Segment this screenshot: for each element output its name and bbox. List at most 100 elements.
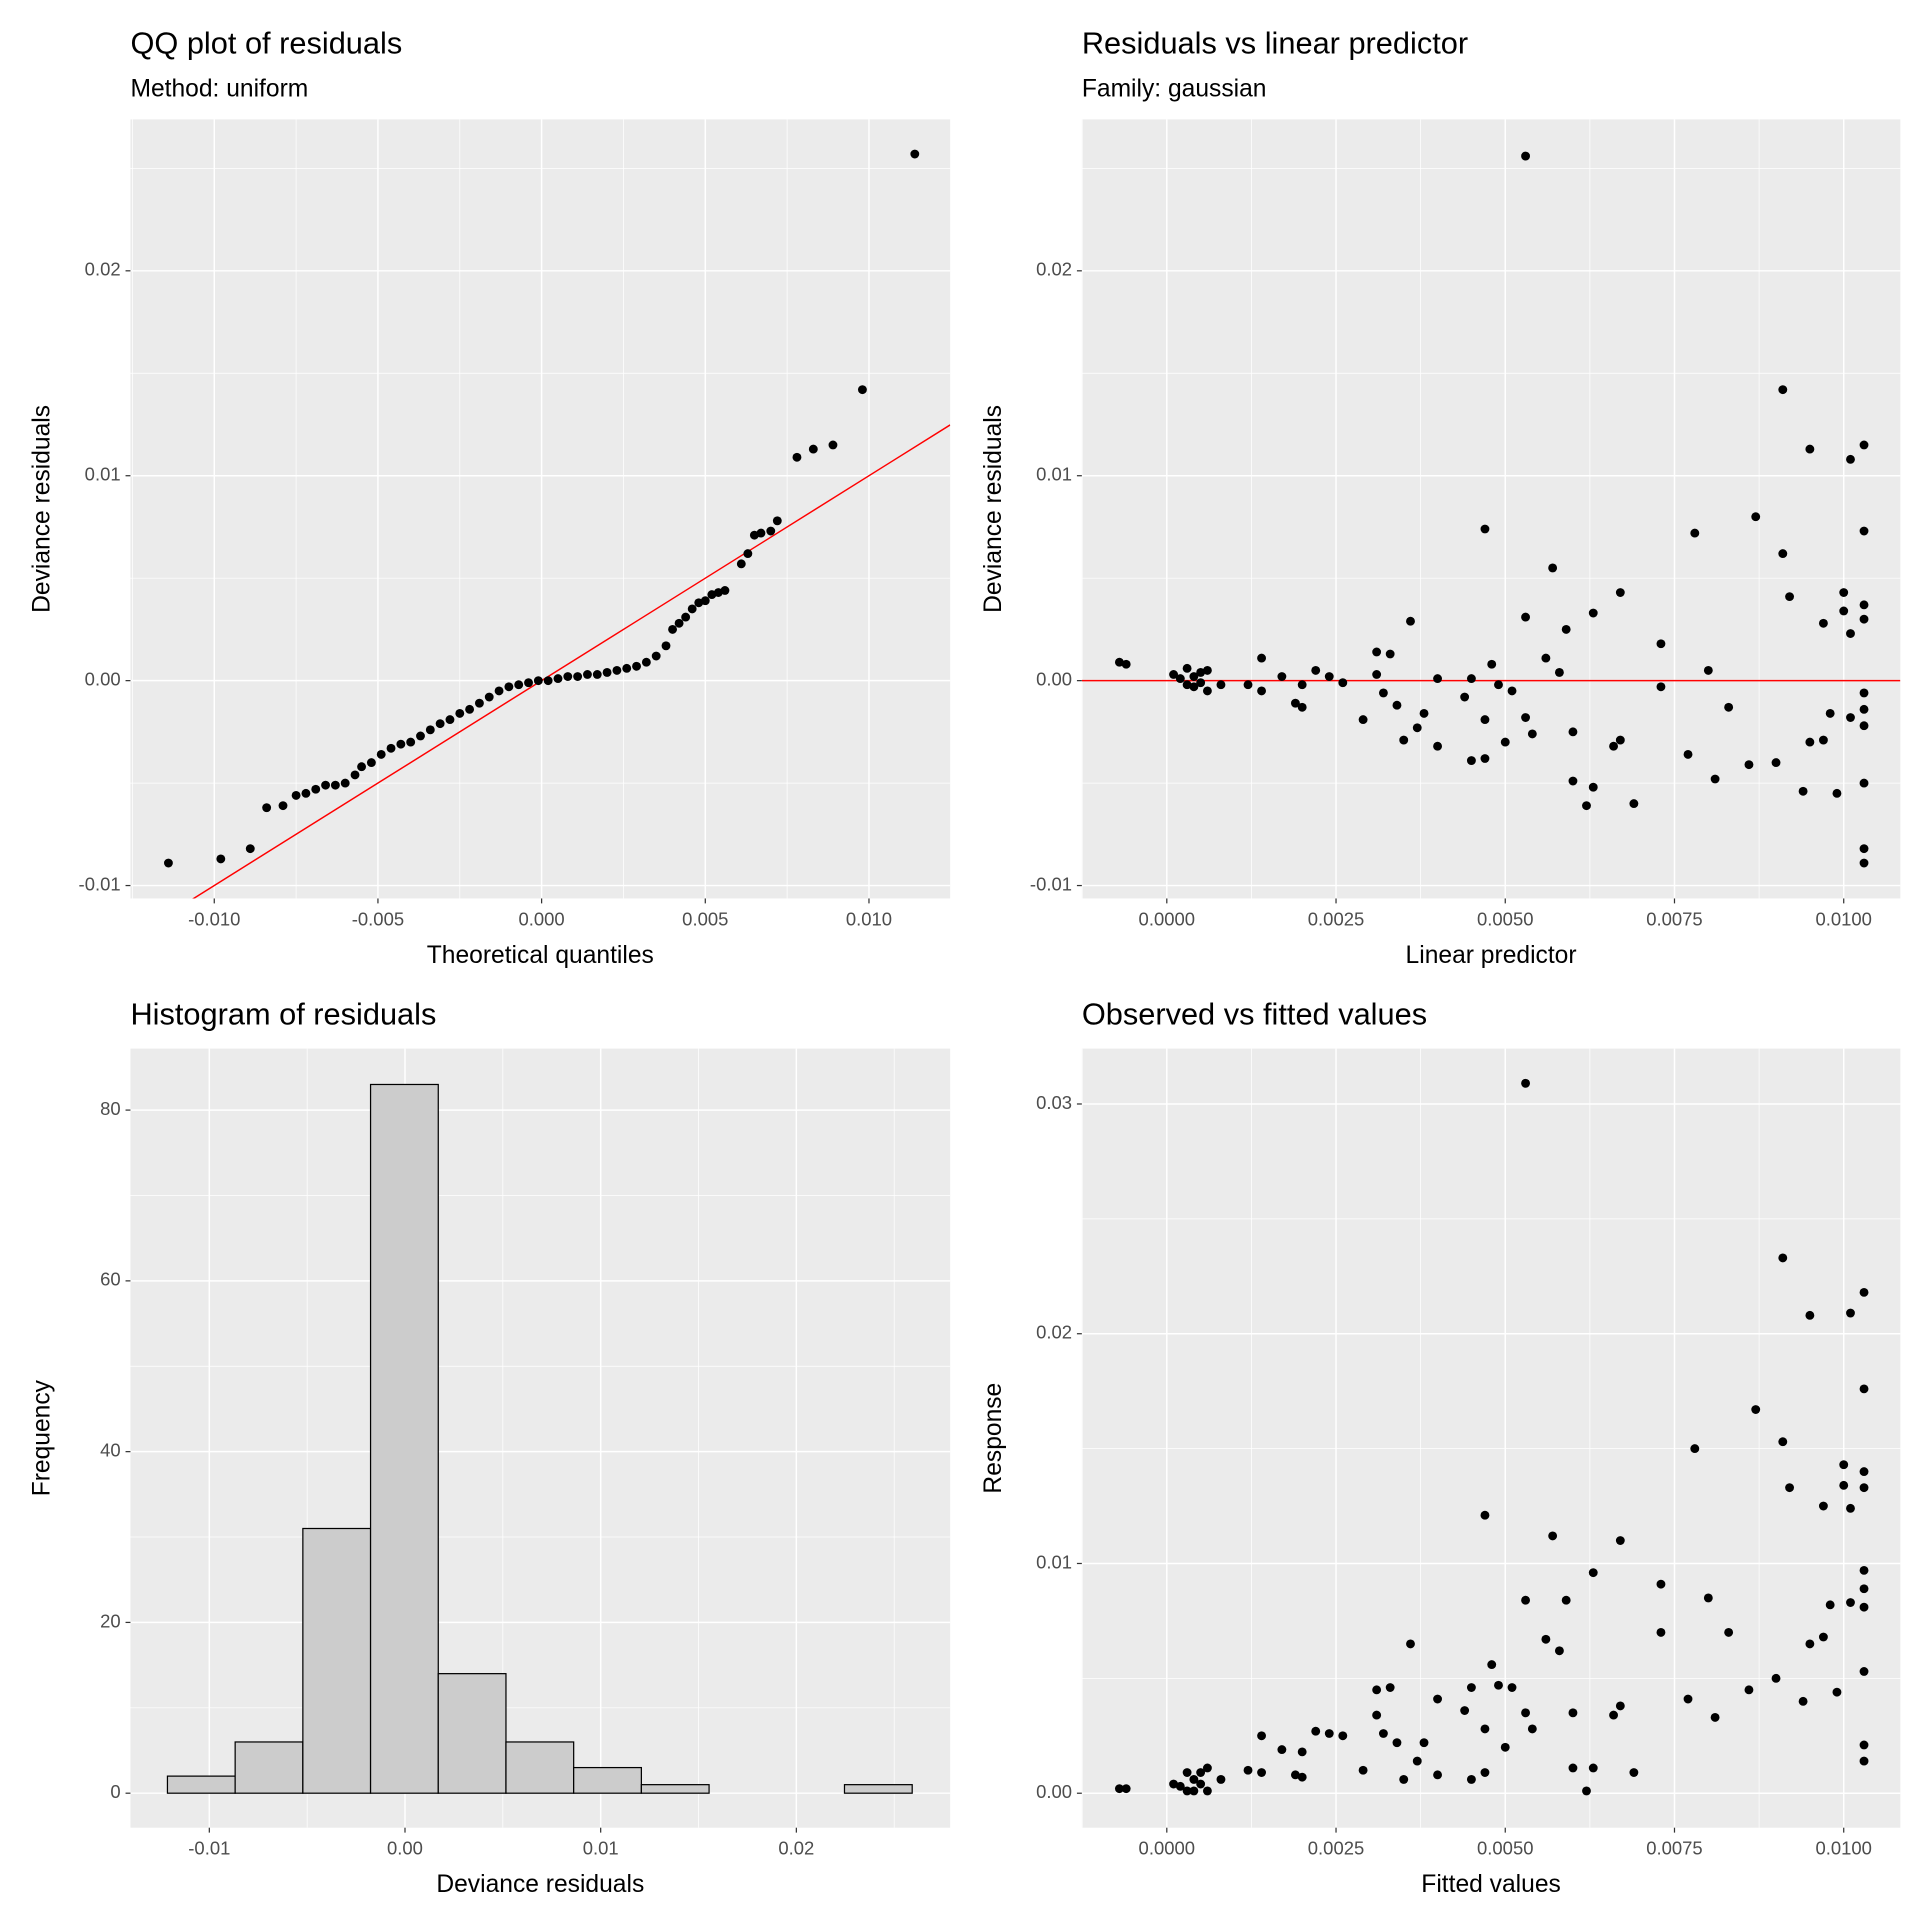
point: [592, 670, 602, 679]
point: [756, 528, 766, 538]
point: [1297, 680, 1307, 690]
point: [1568, 1708, 1578, 1718]
x-tick-label: 0.0100: [1815, 908, 1871, 929]
point: [1859, 1584, 1869, 1594]
y-tick-label: 80: [100, 1098, 121, 1119]
y-tick-label: 0.01: [1036, 464, 1072, 485]
point: [1500, 737, 1510, 747]
point: [1846, 713, 1855, 722]
point: [291, 790, 301, 800]
point: [1480, 1510, 1490, 1520]
point: [1521, 1595, 1530, 1605]
point: [1521, 612, 1530, 622]
point: [1805, 1310, 1815, 1320]
point: [1710, 1712, 1720, 1722]
point: [1846, 454, 1855, 464]
point: [1859, 1384, 1869, 1394]
point: [1541, 653, 1551, 663]
plot-area: [1081, 151, 1901, 868]
point: [1202, 1786, 1212, 1796]
point: [1385, 649, 1395, 659]
y-tick-label: 60: [100, 1269, 121, 1290]
point: [245, 844, 255, 854]
point: [1771, 1673, 1781, 1683]
x-axis-title: Theoretical quantiles: [427, 942, 654, 969]
y-axis-title: Deviance residuals: [980, 405, 1007, 613]
point: [474, 698, 484, 708]
point: [792, 452, 802, 462]
point: [1257, 1768, 1266, 1777]
point: [1703, 665, 1713, 675]
point: [278, 801, 288, 811]
bar: [302, 1527, 372, 1794]
y-tick-label: 0.00: [1036, 1781, 1072, 1802]
bar: [573, 1766, 642, 1794]
y-tick-label: 0.02: [1036, 1322, 1072, 1343]
point: [1385, 1683, 1395, 1692]
point: [1189, 682, 1199, 692]
bar: [505, 1741, 575, 1794]
point: [1859, 688, 1869, 698]
x-tick-label: 0.0100: [1815, 1838, 1871, 1859]
point: [1656, 639, 1666, 649]
point: [1399, 735, 1409, 745]
point: [1724, 1627, 1734, 1637]
point: [1216, 680, 1226, 690]
point: [1690, 528, 1700, 538]
point: [1548, 563, 1558, 573]
point: [1582, 1786, 1591, 1796]
point: [1311, 665, 1321, 675]
point: [1297, 1747, 1307, 1757]
point: [1189, 1786, 1199, 1796]
y-tick-label: 0: [110, 1781, 120, 1802]
point: [1859, 1756, 1869, 1766]
point: [435, 719, 445, 729]
point: [857, 385, 867, 395]
x-axis-title: Fitted values: [1421, 1871, 1561, 1898]
point: [1798, 1696, 1808, 1706]
point: [321, 780, 330, 790]
point: [1433, 741, 1442, 751]
point: [1859, 1467, 1869, 1477]
y-tick-label: 0.03: [1036, 1092, 1072, 1113]
point: [1114, 1784, 1124, 1794]
chart-title: Residuals vs linear predictor: [1082, 26, 1468, 61]
point: [1778, 549, 1788, 559]
point: [1609, 1710, 1618, 1720]
x-tick-label: -0.005: [352, 908, 404, 929]
point: [445, 715, 455, 725]
bar: [234, 1741, 304, 1794]
bar: [640, 1784, 710, 1794]
point: [1859, 1565, 1869, 1575]
x-tick-label: 0.000: [519, 908, 565, 929]
panel: 0.0000 0.0025 0.0050 0.0075 0.0100 0.00 0.01 0.…: [980, 997, 1901, 1898]
point: [416, 731, 425, 741]
y-tick-label: -0.01: [1030, 873, 1072, 894]
point: [1548, 1531, 1558, 1541]
x-tick-label: 0.0075: [1646, 1838, 1702, 1859]
point: [1277, 1745, 1287, 1755]
point: [583, 670, 592, 679]
point: [1568, 727, 1578, 737]
x-tick-label: 0.0000: [1139, 1838, 1195, 1859]
point: [1494, 1680, 1503, 1690]
point: [1805, 737, 1815, 747]
point: [1839, 1460, 1849, 1470]
point: [1175, 674, 1185, 684]
point: [1257, 653, 1266, 663]
x-tick-label: 0.02: [778, 1838, 814, 1859]
y-axis-title: Response: [980, 1383, 1007, 1494]
point: [681, 612, 691, 622]
x-axis-title: Deviance residuals: [436, 1871, 644, 1898]
y-tick-label: 0.01: [1036, 1551, 1072, 1572]
point: [736, 559, 746, 569]
point: [1798, 786, 1808, 796]
y-tick-label: 0.02: [1036, 259, 1072, 280]
point: [1196, 678, 1206, 688]
point: [1324, 672, 1334, 681]
point: [1466, 756, 1476, 765]
point: [1656, 1579, 1666, 1589]
point: [1629, 1768, 1639, 1777]
point: [1419, 1738, 1429, 1748]
point: [1839, 588, 1849, 597]
